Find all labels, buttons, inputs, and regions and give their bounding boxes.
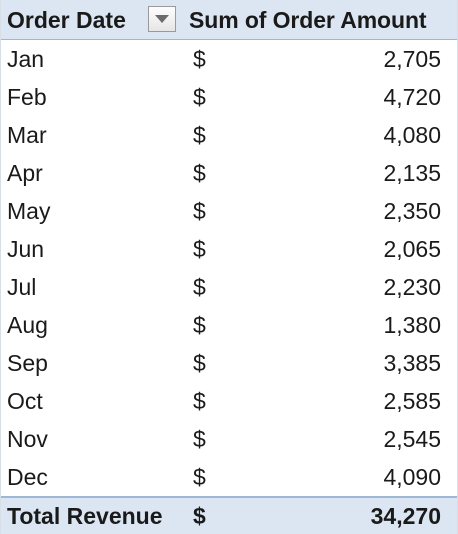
order-amount: 4,080: [383, 122, 441, 148]
month-label: Jan: [7, 46, 45, 72]
currency-symbol: $: [193, 464, 206, 490]
order-amount: 2,065: [383, 236, 441, 262]
order-amount: 3,385: [383, 350, 441, 376]
order-amount: 2,135: [383, 160, 441, 186]
table-row[interactable]: Jul $2,230: [1, 268, 457, 306]
table-row[interactable]: Feb $4,720: [1, 78, 457, 116]
currency-symbol: $: [193, 350, 206, 376]
table-row[interactable]: May $2,350: [1, 192, 457, 230]
month-label: Feb: [7, 84, 47, 110]
value-field-header[interactable]: Sum of Order Amount: [189, 7, 427, 33]
table-row[interactable]: Oct $2,585: [1, 382, 457, 420]
currency-symbol: $: [193, 274, 206, 300]
currency-symbol: $: [193, 503, 206, 529]
table-row[interactable]: Apr $2,135: [1, 154, 457, 192]
month-label: Jun: [7, 236, 45, 262]
currency-symbol: $: [193, 160, 206, 186]
month-label: Apr: [7, 160, 43, 186]
month-label: Oct: [7, 388, 43, 414]
table-row[interactable]: Dec $4,090: [1, 458, 457, 496]
dropdown-arrow-icon: [155, 15, 169, 23]
table-row[interactable]: Nov $2,545: [1, 420, 457, 458]
month-label: Dec: [7, 464, 48, 490]
table-row[interactable]: Jun $2,065: [1, 230, 457, 268]
table-row[interactable]: Mar $4,080: [1, 116, 457, 154]
order-amount: 2,545: [383, 426, 441, 452]
grand-total-amount: 34,270: [370, 503, 441, 529]
currency-symbol: $: [193, 388, 206, 414]
currency-symbol: $: [193, 426, 206, 452]
currency-symbol: $: [193, 198, 206, 224]
currency-symbol: $: [193, 122, 206, 148]
order-amount: 4,720: [383, 84, 441, 110]
order-amount: 2,350: [383, 198, 441, 224]
order-amount: 2,705: [383, 46, 441, 72]
grand-total-label: Total Revenue: [7, 503, 163, 529]
currency-symbol: $: [193, 312, 206, 338]
order-amount: 1,380: [383, 312, 441, 338]
order-amount: 2,585: [383, 388, 441, 414]
row-field-header[interactable]: Order Date: [7, 7, 126, 33]
month-label: Mar: [7, 122, 47, 148]
table-row[interactable]: Sep $3,385: [1, 344, 457, 382]
month-label: Aug: [7, 312, 48, 338]
currency-symbol: $: [193, 46, 206, 72]
filter-dropdown-button[interactable]: [148, 6, 176, 32]
month-label: Jul: [7, 274, 37, 300]
currency-symbol: $: [193, 236, 206, 262]
order-amount: 4,090: [383, 464, 441, 490]
month-label: Sep: [7, 350, 48, 376]
order-amount: 2,230: [383, 274, 441, 300]
currency-symbol: $: [193, 84, 206, 110]
month-label: May: [7, 198, 51, 224]
table-row[interactable]: Jan $2,705: [1, 40, 457, 78]
table-row[interactable]: Aug $1,380: [1, 306, 457, 344]
grand-total-row[interactable]: Total Revenue $ 34,270: [1, 496, 457, 534]
month-label: Nov: [7, 426, 48, 452]
pivot-header-row: Order Date Sum of Order Amount: [1, 0, 457, 40]
